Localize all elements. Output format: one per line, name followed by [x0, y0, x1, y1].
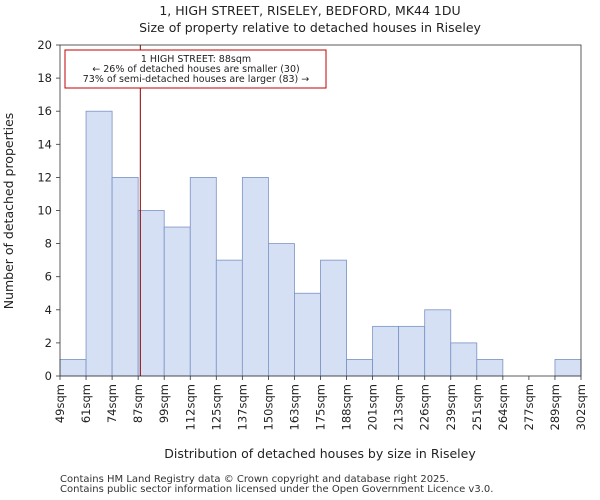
x-tick-label: 99sqm	[157, 384, 171, 423]
x-tick-label: 112sqm	[183, 384, 197, 430]
x-tick-label: 163sqm	[287, 384, 301, 430]
histogram-bar	[85, 110, 113, 377]
histogram-bar	[346, 359, 373, 377]
x-tick-label: 277sqm	[522, 384, 536, 430]
histogram-bar	[554, 359, 582, 377]
x-tick-label: 137sqm	[235, 384, 249, 430]
y-tick-label: 16	[37, 104, 52, 118]
y-axis-label: Number of detached properties	[1, 113, 16, 310]
y-tick-label: 18	[37, 71, 52, 85]
x-tick-label: 264sqm	[496, 384, 510, 430]
histogram-bar	[450, 342, 478, 377]
chart-title: 1, HIGH STREET, RISELEY, BEDFORD, MK44 1…	[159, 3, 460, 18]
histogram-bar	[398, 325, 426, 377]
x-tick-label: 239sqm	[444, 384, 458, 430]
histogram-bar	[163, 226, 191, 377]
annotation-box: 1 HIGH STREET: 88sqm ← 26% of detached h…	[64, 49, 327, 89]
x-axis-label: Distribution of detached houses by size …	[164, 446, 476, 461]
x-tick-label: 61sqm	[79, 384, 93, 423]
annotation-line-1: 1 HIGH STREET: 88sqm	[141, 54, 251, 65]
x-tick-label: 49sqm	[53, 384, 67, 423]
footer-licence: Contains public sector information licen…	[60, 484, 494, 495]
histogram-bar	[424, 309, 452, 377]
annotation-line-3: 73% of semi-detached houses are larger (…	[83, 74, 310, 85]
x-tick-label: 87sqm	[131, 384, 145, 423]
annotation-line-2: ← 26% of detached houses are smaller (30…	[92, 64, 299, 75]
histogram-bar	[267, 243, 295, 377]
y-tick-label: 10	[37, 204, 52, 218]
histogram-bar	[59, 359, 87, 377]
histogram-bar	[294, 292, 321, 377]
y-tick-label: 4	[45, 303, 52, 317]
y-axis-ticks: 0 2 4 6 8 10 12 14 16 18 20	[37, 38, 60, 383]
x-tick-label: 201sqm	[366, 384, 380, 430]
footer-copyright: Contains HM Land Registry data © Crown c…	[60, 474, 449, 485]
x-tick-label: 188sqm	[340, 384, 354, 430]
histogram-bar	[215, 259, 243, 377]
x-tick-label: 74sqm	[105, 384, 119, 423]
y-tick-label: 20	[37, 38, 52, 52]
x-tick-label: 251sqm	[470, 384, 484, 430]
x-axis-ticks: 49sqm 61sqm 74sqm 87sqm 99sqm 112sqm 125sqm 137…	[53, 376, 588, 430]
histogram-bar	[137, 210, 165, 377]
histogram-bar	[189, 176, 217, 377]
x-tick-label: 289sqm	[548, 384, 562, 430]
y-tick-label: 12	[37, 170, 52, 184]
x-tick-label: 150sqm	[261, 384, 275, 430]
x-tick-label: 175sqm	[314, 384, 328, 430]
histogram-bar	[111, 176, 139, 377]
y-tick-label: 8	[45, 237, 52, 251]
x-tick-label: 226sqm	[418, 384, 432, 430]
histogram-bar	[320, 259, 347, 377]
y-tick-label: 0	[45, 369, 52, 383]
histogram-bar	[372, 325, 400, 377]
histogram-bar	[241, 176, 269, 377]
x-tick-label: 302sqm	[574, 384, 588, 430]
histogram-bar	[476, 359, 504, 377]
chart-subtitle: Size of property relative to detached ho…	[139, 20, 481, 35]
annotation-frame	[64, 49, 327, 89]
y-tick-label: 14	[37, 137, 52, 151]
y-tick-label: 6	[45, 270, 52, 284]
y-tick-label: 2	[45, 336, 52, 350]
bars-group	[59, 110, 582, 377]
x-tick-label: 125sqm	[209, 384, 223, 430]
x-tick-label: 213sqm	[392, 384, 406, 430]
